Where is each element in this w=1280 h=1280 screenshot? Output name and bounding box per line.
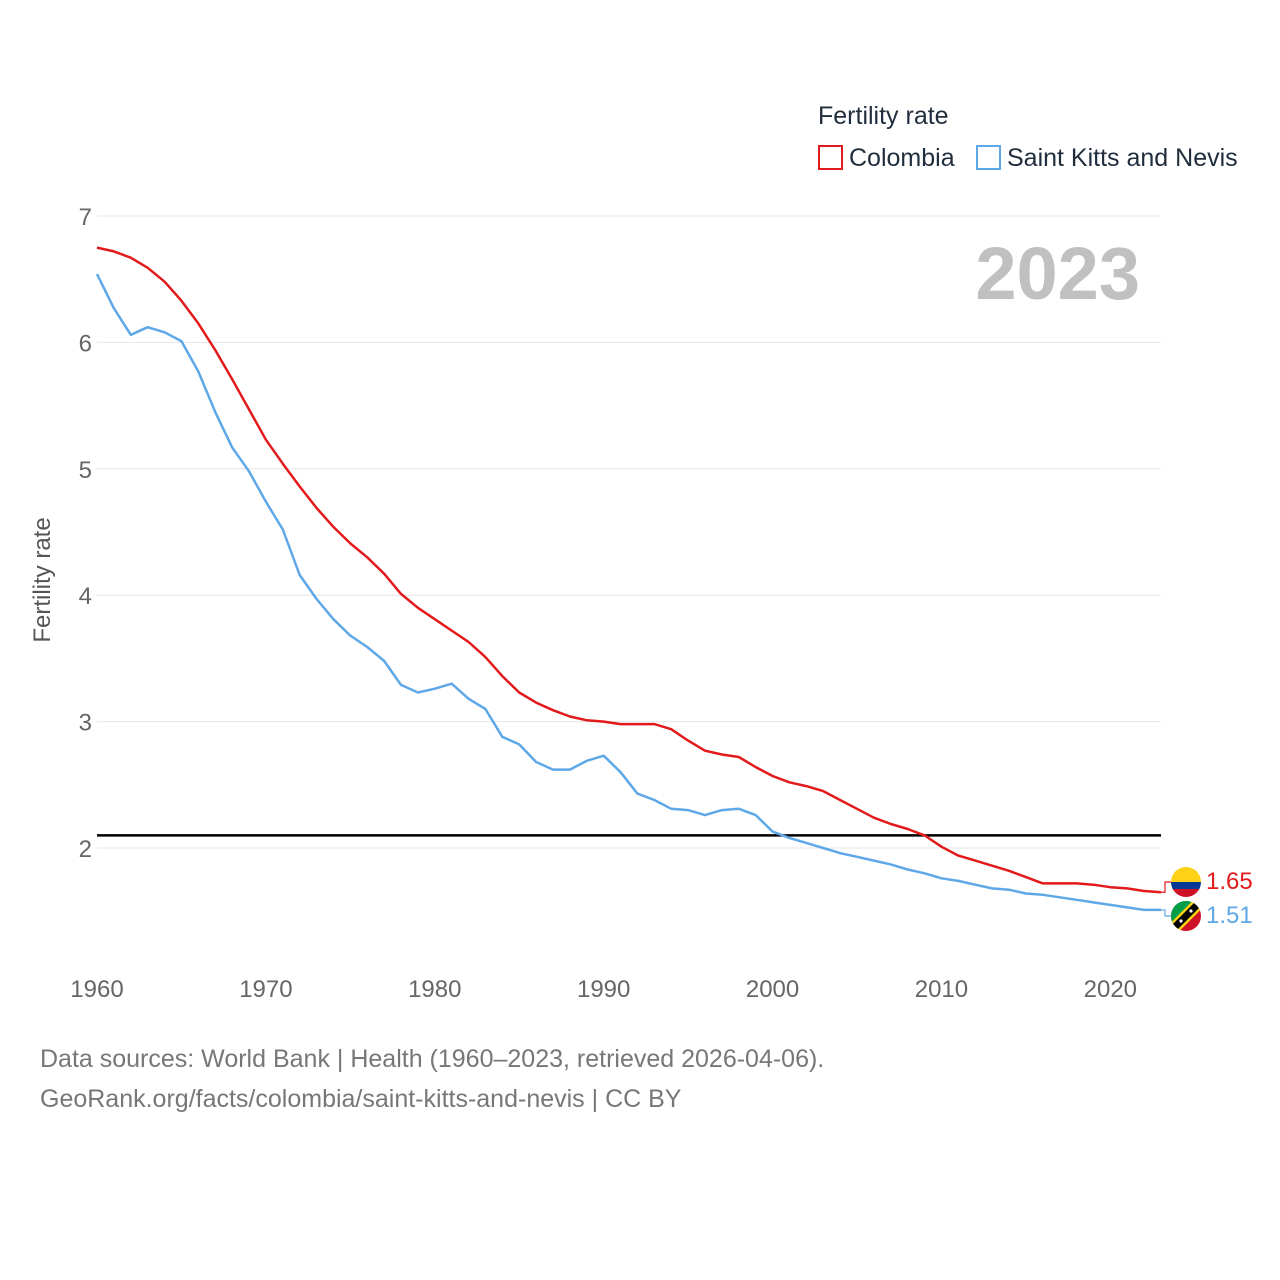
legend-swatch-saint-kitts-and-nevis[interactable]: [976, 145, 1001, 170]
source-line-2[interactable]: GeoRank.org/facts/colombia/saint-kitts-a…: [40, 1085, 682, 1113]
x-tick-label-2010: 2010: [915, 976, 968, 1003]
year-label: 2023: [975, 232, 1140, 315]
series-line-colombia[interactable]: [96, 246, 1162, 894]
saint-kitts-and-nevis-flag-icon: [1171, 901, 1201, 931]
y-axis-title: Fertility rate: [29, 517, 56, 642]
colombia-flag-icon: [1171, 867, 1201, 897]
legend-label-colombia[interactable]: Colombia: [849, 144, 955, 172]
x-tick-label-1970: 1970: [239, 976, 292, 1003]
y-tick-label-3: 3: [79, 710, 92, 737]
y-tick-label-6: 6: [79, 330, 92, 357]
y-tick-label-4: 4: [79, 583, 92, 610]
legend: Fertility rate Colombia Saint Kitts and …: [818, 102, 1238, 172]
end-connector-saint-kitts-and-nevis: [1161, 909, 1172, 917]
source-line-1: Data sources: World Bank | Health (1960–…: [40, 1045, 825, 1073]
end-value-labels: 1.65 1.51: [1161, 868, 1253, 929]
series-line-saint-kitts-and-nevis[interactable]: [95, 273, 1161, 912]
y-tick-label-7: 7: [79, 204, 92, 231]
x-axis-ticks: 1960 1970 1980 1990 2000 2010 2020: [70, 976, 1137, 1003]
y-tick-label-5: 5: [79, 457, 92, 484]
end-connector-colombia: [1161, 881, 1172, 893]
x-tick-label-1980: 1980: [408, 976, 461, 1003]
y-axis-ticks: 2 3 4 5 6 7: [79, 204, 92, 863]
x-tick-label-2020: 2020: [1084, 976, 1137, 1003]
legend-label-saint-kitts-and-nevis[interactable]: Saint Kitts and Nevis: [1007, 144, 1238, 172]
legend-title: Fertility rate: [818, 102, 949, 130]
x-tick-label-1960: 1960: [70, 976, 123, 1003]
gridlines: [97, 215, 1161, 849]
end-value-label-saint-kitts-and-nevis: 1.51: [1206, 902, 1253, 929]
x-tick-label-2000: 2000: [746, 976, 799, 1003]
legend-swatch-colombia[interactable]: [818, 145, 843, 170]
end-value-label-colombia: 1.65: [1206, 868, 1253, 895]
x-tick-label-1990: 1990: [577, 976, 630, 1003]
y-tick-label-2: 2: [79, 836, 92, 863]
series-lines: [95, 246, 1162, 912]
